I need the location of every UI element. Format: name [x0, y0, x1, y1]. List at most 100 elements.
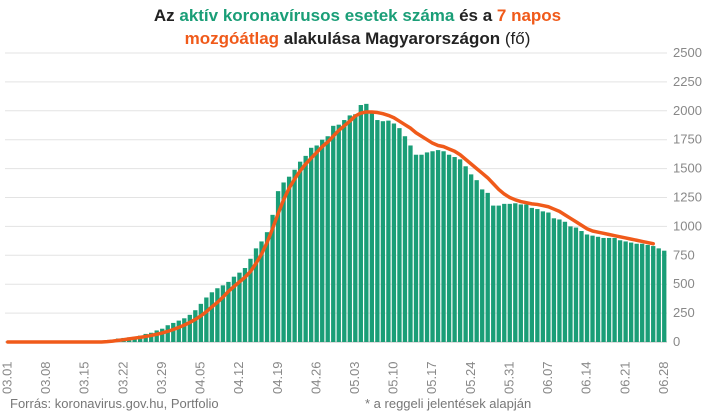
bar	[292, 169, 297, 342]
bar	[264, 232, 270, 342]
y-tick-label: 1000	[673, 218, 702, 233]
x-tick-label: 05.24	[463, 361, 478, 394]
bar	[579, 231, 584, 342]
footnote-text: * a reggeli jelentések alapján	[365, 396, 532, 411]
bar	[441, 151, 446, 342]
bar	[226, 281, 231, 342]
x-tick-label: 06.14	[579, 361, 594, 394]
bar	[513, 203, 518, 342]
bar	[397, 128, 402, 342]
bar	[309, 147, 314, 342]
y-tick-label: 1500	[673, 161, 702, 176]
bar	[518, 204, 523, 342]
bar	[463, 166, 468, 342]
title-highlight-7-day: 7 napos	[496, 6, 562, 25]
x-tick-label: 06.28	[656, 361, 671, 394]
bar-series	[104, 103, 667, 343]
bar	[469, 174, 474, 342]
bar	[248, 258, 253, 342]
bar	[568, 226, 573, 342]
title-highlight-active-cases: aktív koronavírusos esetek száma	[179, 6, 455, 25]
bar	[182, 318, 187, 342]
bar	[557, 219, 562, 342]
title-unit: (fő)	[504, 29, 531, 48]
bar	[270, 214, 275, 342]
bar	[430, 151, 435, 342]
bar	[507, 203, 512, 342]
bar	[573, 227, 579, 342]
bar	[540, 211, 546, 342]
x-tick-label: 04.19	[270, 361, 285, 394]
bar	[209, 292, 215, 342]
title-line-1: Az aktív koronavírusos esetek száma és a…	[153, 6, 562, 25]
bar	[502, 203, 507, 342]
bar	[160, 328, 165, 342]
bar	[154, 330, 159, 342]
bar	[645, 244, 650, 342]
bar	[452, 157, 457, 342]
bar	[413, 154, 419, 342]
bar	[485, 192, 490, 342]
bar	[656, 248, 661, 342]
bar	[419, 154, 424, 342]
bar	[446, 154, 452, 342]
bar	[275, 191, 281, 342]
bar	[606, 237, 612, 342]
bar	[584, 234, 590, 342]
y-tick-label: 0	[673, 334, 680, 349]
bar	[314, 145, 319, 342]
bar	[535, 209, 540, 342]
bar	[529, 207, 534, 342]
moving-average-line	[6, 110, 655, 344]
x-tick-label: 04.26	[308, 361, 323, 394]
bar	[204, 297, 209, 342]
bar	[369, 111, 375, 343]
y-tick-label: 750	[673, 247, 695, 262]
bar	[480, 189, 485, 342]
bar	[281, 182, 286, 342]
bar	[640, 243, 645, 342]
bar	[380, 121, 386, 342]
bar	[286, 176, 292, 342]
bar	[634, 243, 639, 342]
bar	[303, 155, 308, 342]
bar	[347, 115, 352, 342]
x-tick-label: 05.31	[501, 361, 516, 394]
moving-average-series	[6, 110, 655, 344]
bar	[237, 272, 242, 342]
y-tick-label: 2500	[673, 45, 702, 60]
y-tick-label: 1750	[673, 132, 702, 147]
bar	[491, 205, 496, 342]
y-tick-label: 500	[673, 276, 695, 291]
bar	[215, 288, 220, 342]
grid-lines	[5, 52, 667, 343]
title-line-2: mozgóátlag alakulása Magyarországon (fő)	[184, 29, 531, 48]
y-tick-label: 1250	[673, 190, 702, 205]
bar	[651, 246, 656, 342]
bar	[325, 136, 330, 342]
chart-title: Az aktív koronavírusos esetek száma és a…	[0, 4, 715, 50]
bar	[551, 218, 557, 342]
bar	[342, 120, 347, 342]
bar	[220, 285, 226, 342]
bar	[617, 240, 623, 342]
bar	[496, 205, 501, 342]
x-tick-label: 03.29	[154, 361, 169, 394]
x-axis-ticks: 03.01 03.08 03.15 03.22 03.29 04.05 04.12 04.19…	[0, 361, 671, 394]
bar	[187, 314, 192, 342]
bar	[165, 325, 170, 342]
x-tick-label: 06.21	[617, 361, 632, 394]
bar	[331, 125, 336, 342]
bar	[231, 276, 237, 342]
bar	[171, 322, 176, 342]
y-tick-label: 2000	[673, 103, 702, 118]
bar	[524, 204, 529, 342]
bar	[391, 123, 397, 343]
bar	[193, 310, 198, 342]
bar	[623, 241, 628, 342]
bar	[353, 114, 358, 342]
bar	[435, 150, 441, 342]
bar	[358, 105, 363, 343]
bar	[546, 212, 551, 342]
bar	[198, 303, 203, 342]
